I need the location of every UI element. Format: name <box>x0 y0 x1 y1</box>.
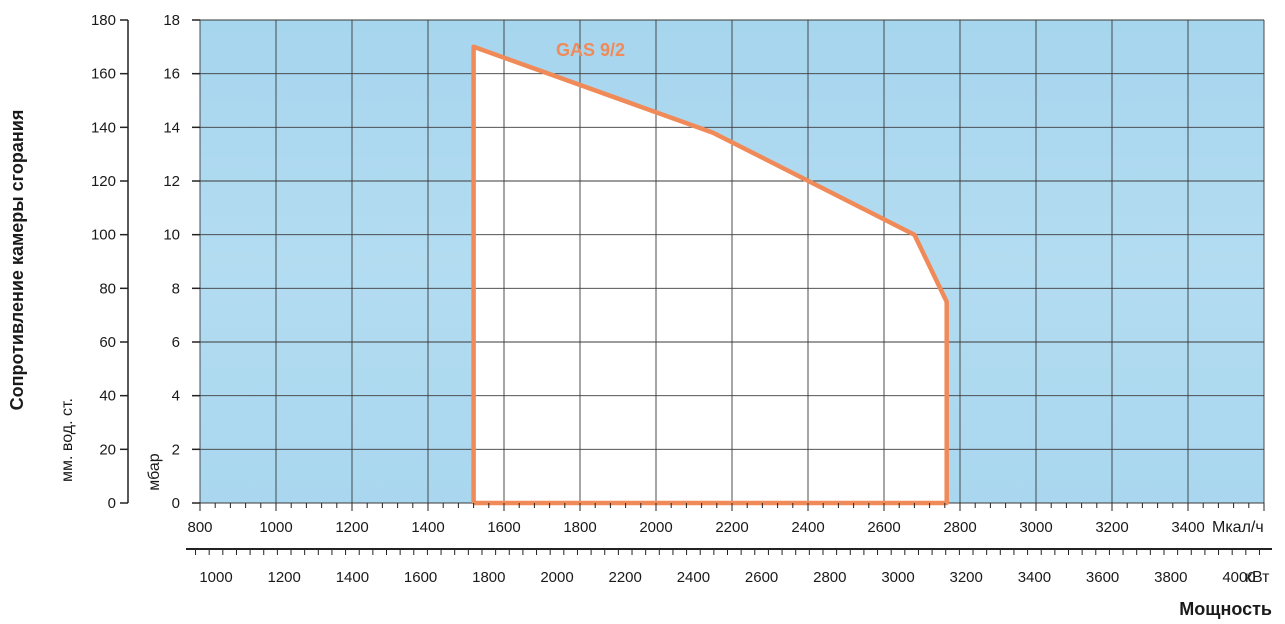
x-axis-secondary-tick-label: 1400 <box>336 569 369 586</box>
x-axis-primary: 800 1000 1200 1400 1600 1800 2000 2200 2400 2600 2… <box>187 503 1265 536</box>
x-axis-primary-tick-label: 2800 <box>943 519 976 536</box>
y-axis-title: Сопротивление камеры сгорания <box>7 110 27 411</box>
y-axis-mm-tick-label: 40 <box>99 388 116 405</box>
y-axis-mm-tick-label: 0 <box>108 495 116 512</box>
y-axis-mbar-tick-label: 0 <box>172 495 180 512</box>
y-axis-mbar-tick-label: 14 <box>163 119 180 136</box>
x-axis-secondary-tick-label: 1600 <box>404 569 437 586</box>
x-axis-primary-tick-label: 1800 <box>563 519 596 536</box>
envelope-line-group <box>471 44 949 506</box>
x-axis-secondary-tick-label: 3600 <box>1086 569 1119 586</box>
x-axis-primary-unit: Мкал/ч <box>1212 519 1264 536</box>
y-axis-mm-tick-label: 140 <box>91 119 116 136</box>
y-axis-mbar-tick-label: 8 <box>172 280 180 297</box>
y-axis-mm-tick-label: 60 <box>99 334 116 351</box>
y-axis-mm-tick-label: 120 <box>91 173 116 190</box>
x-axis-secondary-tick-label: 2800 <box>813 569 846 586</box>
y-axis-mbar-tick-label: 18 <box>163 12 180 29</box>
y-axis-mbar-tick-label: 10 <box>163 227 180 244</box>
x-axis-primary-tick-label: 3400 <box>1171 519 1204 536</box>
y-axis-mm-tick-label: 100 <box>91 227 116 244</box>
x-axis-title: Мощность <box>1179 599 1272 619</box>
y-axis-mbar-tick-label: 6 <box>172 334 180 351</box>
x-axis-primary-tick-label: 1200 <box>335 519 368 536</box>
x-axis-primary-tick-label: 2600 <box>867 519 900 536</box>
x-axis-secondary-tick-label: 2400 <box>677 569 710 586</box>
x-axis-secondary-tick-label: 1800 <box>472 569 505 586</box>
y-axis-mm-tick-label: 160 <box>91 66 116 83</box>
x-axis-primary-tick-label: 2200 <box>715 519 748 536</box>
x-axis-secondary-tick-label: 3800 <box>1154 569 1187 586</box>
x-axis-primary-tick-label: 3200 <box>1095 519 1128 536</box>
x-axis-primary-tick-label: 800 <box>187 519 212 536</box>
envelope-line <box>471 44 949 506</box>
x-axis-primary-tick-label: 2000 <box>639 519 672 536</box>
x-axis-primary-tick-label: 1600 <box>487 519 520 536</box>
x-axis-secondary-tick-label: 2000 <box>540 569 573 586</box>
y-axis-mm: 0 20 40 60 80 100 120 140 160 180 <box>91 12 129 512</box>
x-axis-secondary-tick-label: 3200 <box>950 569 983 586</box>
y-axis-mbar-tick-label: 16 <box>163 66 180 83</box>
y-axis-mm-unit: мм. вод. ст. <box>59 398 76 482</box>
y-axis-mm-tick-label: 80 <box>99 280 116 297</box>
x-axis-primary-tick-label: 3000 <box>1019 519 1052 536</box>
x-axis-secondary: 1000 1200 1400 1600 1800 2000 2200 2400 2600 2800… <box>186 548 1272 586</box>
x-axis-primary-tick-label: 1000 <box>259 519 292 536</box>
x-axis-secondary-tick-label: 3000 <box>881 569 914 586</box>
envelope-area <box>473 46 947 504</box>
x-axis-secondary-unit: кВт <box>1245 569 1270 586</box>
y-axis-mbar: 0 2 4 6 8 10 12 14 16 18 <box>163 12 200 512</box>
x-axis-secondary-tick-label: 1200 <box>268 569 301 586</box>
envelope-fill-group <box>473 46 947 504</box>
y-axis-mbar-tick-label: 12 <box>163 173 180 190</box>
y-axis-mm-tick-label: 20 <box>99 441 116 458</box>
x-axis-primary-tick-label: 1400 <box>411 519 444 536</box>
y-axis-mbar-tick-label: 2 <box>172 441 180 458</box>
x-axis-secondary-tick-label: 4000 <box>1222 569 1255 586</box>
series-label: GAS 9/2 <box>556 40 625 60</box>
y-axis-mm-tick-label: 180 <box>91 12 116 29</box>
x-axis-secondary-tick-label: 1000 <box>199 569 232 586</box>
x-axis-secondary-tick-label: 2600 <box>745 569 778 586</box>
x-axis-secondary-tick-label: 3400 <box>1018 569 1051 586</box>
y-axis-mbar-unit: мбар <box>146 453 163 491</box>
x-axis-primary-tick-label: 2400 <box>791 519 824 536</box>
y-axis-mbar-tick-label: 4 <box>172 388 180 405</box>
x-axis-secondary-tick-label: 2200 <box>609 569 642 586</box>
